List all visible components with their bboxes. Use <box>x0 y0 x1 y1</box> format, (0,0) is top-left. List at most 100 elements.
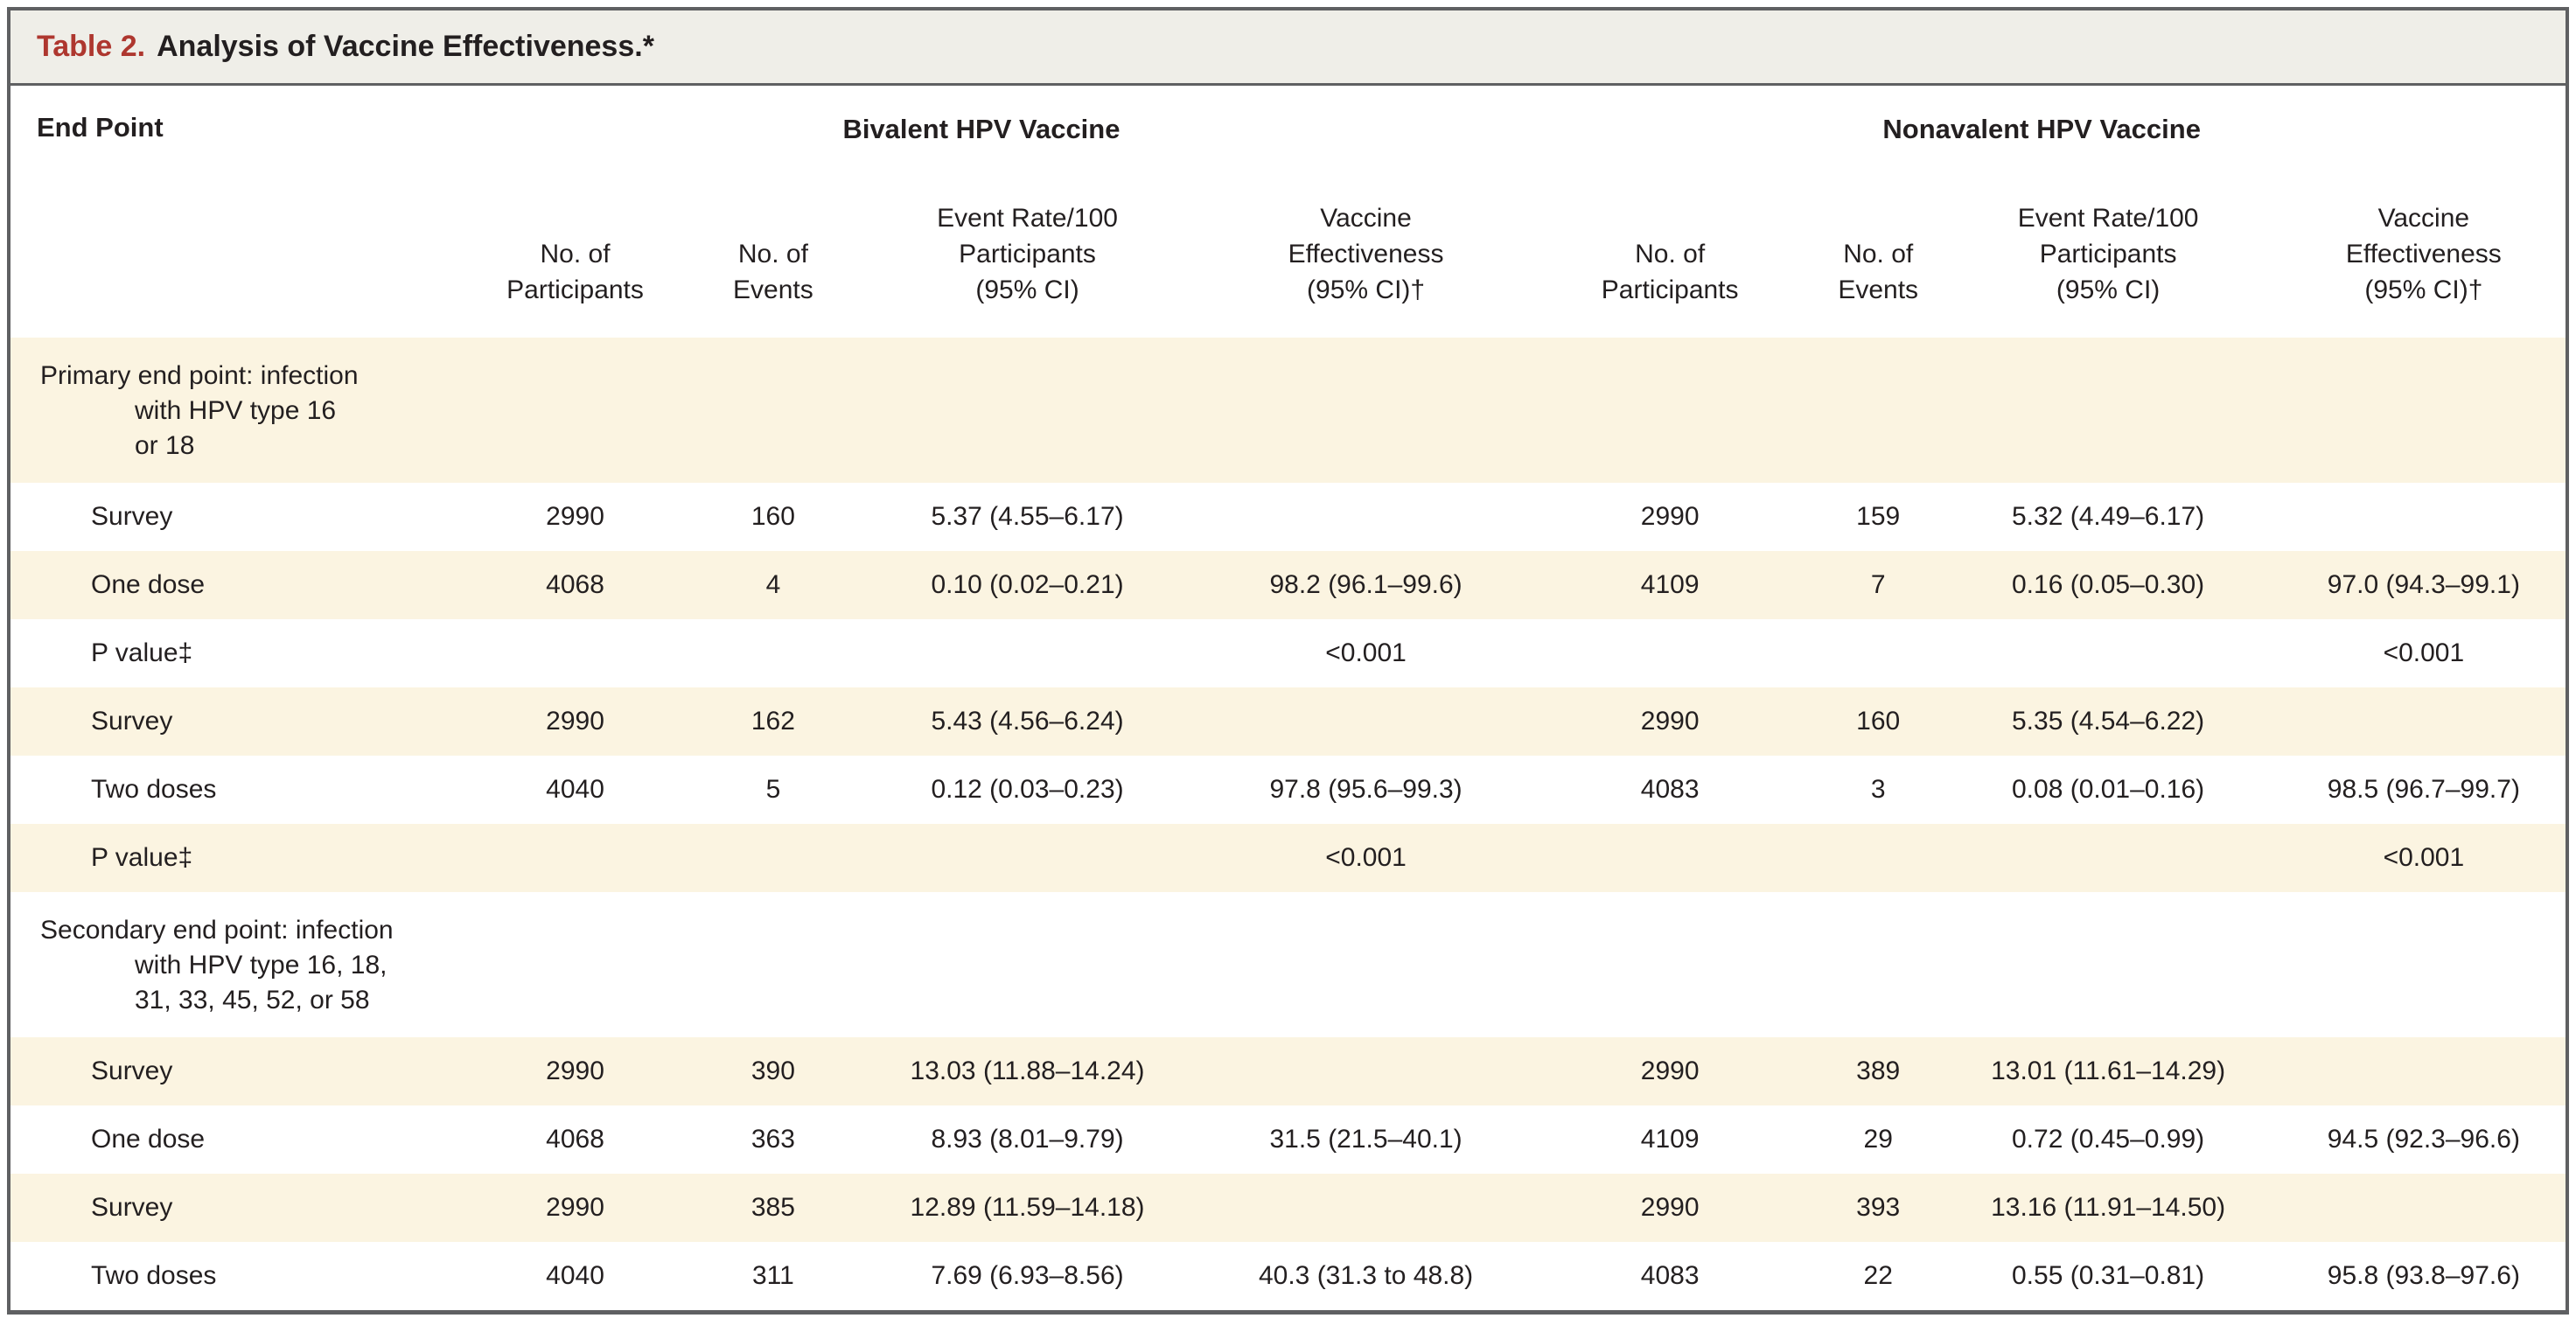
cell-non-events: 160 <box>1856 707 1901 736</box>
cell-non-participants: 2990 <box>1640 1057 1700 1085</box>
cell-non-effectiveness: <0.001 <box>2383 638 2465 667</box>
cell-non-events: 22 <box>1863 1261 1893 1290</box>
row-label: One dose <box>91 1125 206 1154</box>
cell-biv-effectiveness <box>1214 1174 1518 1242</box>
cell-non-events <box>1822 824 1935 892</box>
cell-biv-event-rate: 12.89 (11.59–14.18) <box>910 1193 1145 1222</box>
cell-biv-participants: 2990 <box>546 502 604 531</box>
cell-biv-effectiveness: <0.001 <box>1325 638 1407 667</box>
column-header-biv-event-rate: Event Rate/100 Participants (95% CI) <box>937 204 1118 304</box>
cell-biv-effectiveness: 31.5 (21.5–40.1) <box>1269 1125 1463 1154</box>
table-row: Survey 2990 390 13.03 (11.88–14.24) 2990 389 1… <box>10 1037 2566 1105</box>
row-label: One dose <box>91 570 206 599</box>
row-label: P value‡ <box>91 843 193 872</box>
column-group-nonavalent: Nonavalent HPV Vaccine <box>1882 114 2201 144</box>
cell-non-effectiveness: <0.001 <box>2383 843 2465 872</box>
section-label-line: or 18 <box>135 431 195 460</box>
table-row: Two doses 4040 5 0.12 (0.03–0.23) 97.8 (95.6… <box>10 756 2566 824</box>
section-label-line: Secondary end point: infection <box>40 916 394 945</box>
cell-non-participants: 4109 <box>1640 570 1700 599</box>
cell-biv-event-rate: 5.43 (4.56–6.24) <box>931 707 1124 736</box>
cell-non-event-rate: 0.55 (0.31–0.81) <box>2012 1261 2205 1290</box>
table-row: Survey 2990 385 12.89 (11.59–14.18) 2990 393 1… <box>10 1174 2566 1242</box>
table-row: Survey 2990 162 5.43 (4.56–6.24) 2990 160 5.35… <box>10 687 2566 756</box>
cell-biv-event-rate: 8.93 (8.01–9.79) <box>931 1125 1124 1154</box>
cell-biv-effectiveness: <0.001 <box>1325 843 1407 872</box>
cell-non-event-rate: 0.08 (0.01–0.16) <box>2012 775 2205 804</box>
column-header-non-participants: No. of Participants <box>1601 240 1739 304</box>
cell-non-event-rate: 0.16 (0.05–0.30) <box>2012 570 2205 599</box>
cell-biv-events: 311 <box>751 1261 794 1290</box>
cell-non-effectiveness <box>2282 1037 2566 1105</box>
cell-biv-event-rate <box>841 824 1213 892</box>
column-header-non-event-rate: Event Rate/100 Participants (95% CI) <box>2017 204 2199 304</box>
section-row: Secondary end point: infection with HPV t… <box>10 892 2566 1037</box>
row-label: Survey <box>91 1193 173 1222</box>
row-label: Survey <box>91 707 173 736</box>
cell-biv-event-rate <box>841 619 1213 687</box>
cell-biv-event-rate: 0.12 (0.03–0.23) <box>931 775 1124 804</box>
cell-biv-events <box>706 824 841 892</box>
cell-biv-participants: 4068 <box>546 570 604 599</box>
table-caption: Analysis of Vaccine Effectiveness.* <box>157 30 654 63</box>
column-header-biv-events: No. of Events <box>733 240 813 304</box>
cell-non-events: 3 <box>1870 775 1886 804</box>
cell-non-event-rate: 5.32 (4.49–6.17) <box>2012 502 2205 531</box>
cell-biv-events: 162 <box>750 707 795 736</box>
cell-biv-effectiveness <box>1214 1037 1518 1105</box>
cell-biv-participants: 4068 <box>546 1125 604 1154</box>
cell-biv-participants <box>445 824 706 892</box>
cell-biv-effectiveness: 97.8 (95.6–99.3) <box>1269 775 1463 804</box>
table-row: Two doses 4040 311 7.69 (6.93–8.56) 40.3 (31… <box>10 1242 2566 1310</box>
table-row: One dose 4068 4 0.10 (0.02–0.21) 98.2 (96.1–… <box>10 551 2566 619</box>
endpoint-section-label: Primary end point: infection with HPV typ… <box>10 338 2566 483</box>
cell-non-effectiveness: 95.8 (93.8–97.6) <box>2327 1261 2520 1290</box>
column-header-biv-effectiveness: Vaccine Effectiveness (95% CI)† <box>1288 204 1444 304</box>
cell-non-events: 7 <box>1870 570 1886 599</box>
cell-biv-events: 363 <box>750 1125 795 1154</box>
section-label-line: Primary end point: infection <box>40 361 359 390</box>
column-header-endpoint: End Point <box>37 112 164 143</box>
cell-non-event-rate <box>1934 824 2281 892</box>
row-label: P value‡ <box>91 638 193 667</box>
section-row: Primary end point: infection with HPV typ… <box>10 338 2566 483</box>
cell-biv-events: 5 <box>765 775 781 804</box>
cell-biv-participants <box>445 619 706 687</box>
cell-non-effectiveness <box>2282 483 2566 551</box>
cell-non-participants: 4083 <box>1640 1261 1700 1290</box>
cell-biv-participants: 2990 <box>546 1057 604 1085</box>
cell-non-participants: 2990 <box>1640 1193 1700 1222</box>
column-group-bivalent: Bivalent HPV Vaccine <box>842 114 1120 144</box>
subheader-row: No. of Participants No. of Events Event … <box>10 173 2566 338</box>
table-number-label: Table 2. <box>37 30 146 63</box>
row-label: Survey <box>91 502 173 531</box>
cell-non-event-rate <box>1934 619 2281 687</box>
cell-non-event-rate: 13.16 (11.91–14.50) <box>1991 1193 2226 1222</box>
cell-biv-effectiveness <box>1214 483 1518 551</box>
cell-biv-events <box>706 619 841 687</box>
cell-biv-event-rate: 5.37 (4.55–6.17) <box>931 502 1124 531</box>
cell-non-effectiveness: 98.5 (96.7–99.7) <box>2327 775 2520 804</box>
table-row: One dose 4068 363 8.93 (8.01–9.79) 31.5 (21.… <box>10 1105 2566 1174</box>
cell-biv-events: 390 <box>750 1057 795 1085</box>
cell-non-participants: 2990 <box>1640 502 1700 531</box>
cell-non-events: 393 <box>1856 1193 1901 1222</box>
cell-non-participants: 4083 <box>1640 775 1700 804</box>
section-label-line: with HPV type 16, 18, <box>135 951 387 980</box>
cell-non-events <box>1822 619 1935 687</box>
cell-biv-participants: 2990 <box>546 1193 604 1222</box>
cell-non-event-rate: 5.35 (4.54–6.22) <box>2012 707 2205 736</box>
cell-biv-effectiveness: 98.2 (96.1–99.6) <box>1269 570 1463 599</box>
cell-biv-effectiveness <box>1214 687 1518 756</box>
table-titlebar: Table 2. Analysis of Vaccine Effectivene… <box>10 10 2566 86</box>
cell-biv-participants: 4040 <box>546 1261 604 1290</box>
cell-biv-events: 160 <box>750 502 795 531</box>
table-row: P value‡ <0.001 <0.001 <box>10 824 2566 892</box>
section-label-line: with HPV type 16 <box>135 396 337 425</box>
cell-non-participants <box>1518 619 1822 687</box>
cell-biv-effectiveness: 40.3 (31.3 to 48.8) <box>1258 1261 1474 1290</box>
table-row: P value‡ <0.001 <0.001 <box>10 619 2566 687</box>
endpoint-section-label: Secondary end point: infection with HPV t… <box>10 892 2566 1037</box>
cell-biv-event-rate: 13.03 (11.88–14.24) <box>910 1057 1145 1085</box>
cell-non-effectiveness: 97.0 (94.3–99.1) <box>2327 570 2520 599</box>
